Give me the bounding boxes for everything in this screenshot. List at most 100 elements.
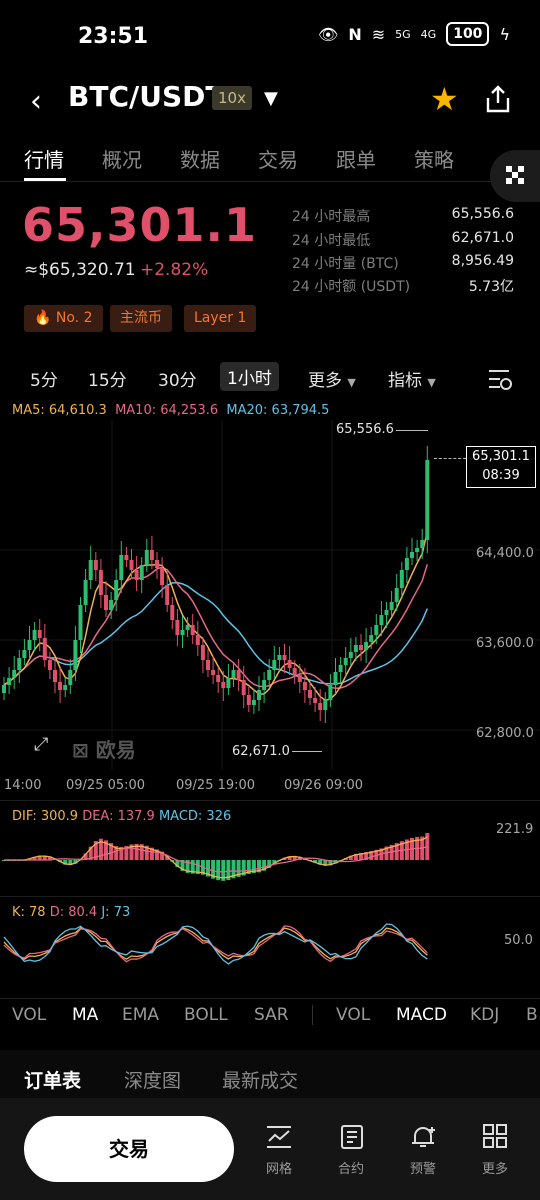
nav-alert[interactable]: 预警 xyxy=(399,1124,447,1177)
candle xyxy=(313,698,318,703)
candle xyxy=(389,602,394,610)
rank-badge[interactable]: 🔥 No. 2 xyxy=(24,305,103,332)
candle xyxy=(78,605,83,640)
interval-30m[interactable]: 30分 xyxy=(158,371,197,391)
ind-more[interactable]: B xyxy=(526,1005,538,1025)
ind-vol-sub[interactable]: VOL xyxy=(336,1005,371,1025)
candle xyxy=(348,652,353,658)
macd-bar xyxy=(155,849,159,860)
back-icon[interactable]: ‹ xyxy=(30,84,42,119)
interval-15m[interactable]: 15分 xyxy=(88,371,127,391)
category-badge[interactable]: 主流币 xyxy=(110,305,172,332)
tab-underline xyxy=(24,178,66,181)
tab-strategy[interactable]: 策略 xyxy=(414,148,454,172)
battery-icon: 100 xyxy=(446,22,490,46)
interval-5m[interactable]: 5分 xyxy=(30,371,58,391)
macd-bar xyxy=(364,852,369,860)
tab-trade[interactable]: 交易 xyxy=(258,148,298,172)
candle xyxy=(195,635,200,645)
candle xyxy=(165,585,170,605)
candle xyxy=(318,703,323,710)
ind-kdj[interactable]: KDJ xyxy=(470,1005,500,1025)
macd-bar xyxy=(195,860,200,875)
tab-data[interactable]: 数据 xyxy=(180,148,220,172)
tab-overview[interactable]: 概况 xyxy=(102,148,142,172)
candle xyxy=(287,660,292,668)
nav-more[interactable]: 更多 xyxy=(471,1124,519,1177)
bottom-nav: 交易 网格 合约 预警 更多 xyxy=(0,1098,540,1200)
candle xyxy=(139,565,144,580)
tab-orderbook[interactable]: 订单表 xyxy=(24,1070,82,1092)
share-icon[interactable] xyxy=(484,84,512,114)
candle xyxy=(58,682,63,690)
macd-bar xyxy=(246,860,251,875)
stat-label: 24 小时最高 xyxy=(292,209,371,225)
top-tabs: 行情 概况 数据 交易 跟单 策略 xyxy=(0,130,540,182)
candle xyxy=(73,640,78,670)
candle xyxy=(394,588,399,602)
expand-icon[interactable]: ⤢ xyxy=(34,734,49,755)
ind-macd[interactable]: MACD xyxy=(396,1005,447,1025)
x-tick: 09/25 05:00 xyxy=(66,778,146,793)
nav-grid[interactable]: 网格 xyxy=(255,1124,303,1177)
candle xyxy=(37,630,42,638)
candle xyxy=(93,560,98,570)
pair-title[interactable]: BTC/USDT xyxy=(68,80,225,113)
candle xyxy=(190,625,195,635)
macd-bar xyxy=(114,846,119,860)
candle xyxy=(410,552,414,558)
macd-bar xyxy=(73,860,78,864)
float-menu-button[interactable] xyxy=(490,150,540,202)
interval-indicators[interactable]: 指标 ▼ xyxy=(388,371,436,391)
candle xyxy=(206,660,210,670)
macd-bar xyxy=(68,860,73,866)
interval-more[interactable]: 更多 ▼ xyxy=(308,371,356,391)
ind-ema[interactable]: EMA xyxy=(122,1005,160,1025)
wifi-icon: ≋ xyxy=(371,24,386,44)
usd-price: ≈$65,320.71 xyxy=(24,260,136,280)
d-line xyxy=(3,925,428,963)
macd-bar xyxy=(160,851,165,860)
divider xyxy=(0,800,540,801)
tab-market[interactable]: 行情 xyxy=(24,148,64,172)
panel-tabs: 订单表 深度图 最新成交 xyxy=(0,1050,540,1100)
ma10-line xyxy=(3,564,429,690)
candle xyxy=(17,658,22,670)
macd-bar xyxy=(211,860,216,879)
stat-value: 5.73亿 xyxy=(468,279,514,295)
macd-bar xyxy=(42,855,47,860)
stat-value: 8,956.49 xyxy=(451,253,514,269)
k-line xyxy=(3,927,428,961)
candle xyxy=(175,620,180,635)
macd-bar xyxy=(282,857,287,860)
header: ‹ BTC/USDT 10x ▼ ★ xyxy=(0,72,540,128)
candle xyxy=(32,630,37,640)
macd-bar xyxy=(257,860,261,873)
candle xyxy=(282,655,287,660)
candle xyxy=(53,670,57,682)
nav-futures[interactable]: 合约 xyxy=(327,1124,375,1177)
macd-bar xyxy=(251,860,256,874)
candle xyxy=(68,670,73,685)
trade-button[interactable]: 交易 xyxy=(24,1116,234,1182)
candlestick-chart[interactable] xyxy=(0,420,540,770)
caret-down-icon[interactable]: ▼ xyxy=(264,88,278,109)
ind-ma[interactable]: MA xyxy=(72,1005,99,1025)
layer-badge[interactable]: Layer 1 xyxy=(184,305,257,332)
signal-5g-icon: 5G xyxy=(395,27,411,41)
tab-trades[interactable]: 最新成交 xyxy=(222,1070,299,1092)
star-icon[interactable]: ★ xyxy=(430,80,459,118)
chart-settings-icon[interactable] xyxy=(486,366,514,392)
tab-depth[interactable]: 深度图 xyxy=(124,1070,182,1092)
ma5-label: MA5: 64,610.3 xyxy=(12,403,107,418)
candle xyxy=(308,690,312,698)
ind-vol[interactable]: VOL xyxy=(12,1005,47,1025)
candle xyxy=(211,670,216,675)
tab-copy[interactable]: 跟单 xyxy=(336,148,376,172)
candle xyxy=(119,555,124,580)
candle xyxy=(155,560,159,568)
candle xyxy=(134,570,139,580)
interval-1h[interactable]: 1小时 xyxy=(220,362,279,391)
ind-boll[interactable]: BOLL xyxy=(184,1005,228,1025)
ind-sar[interactable]: SAR xyxy=(254,1005,289,1025)
